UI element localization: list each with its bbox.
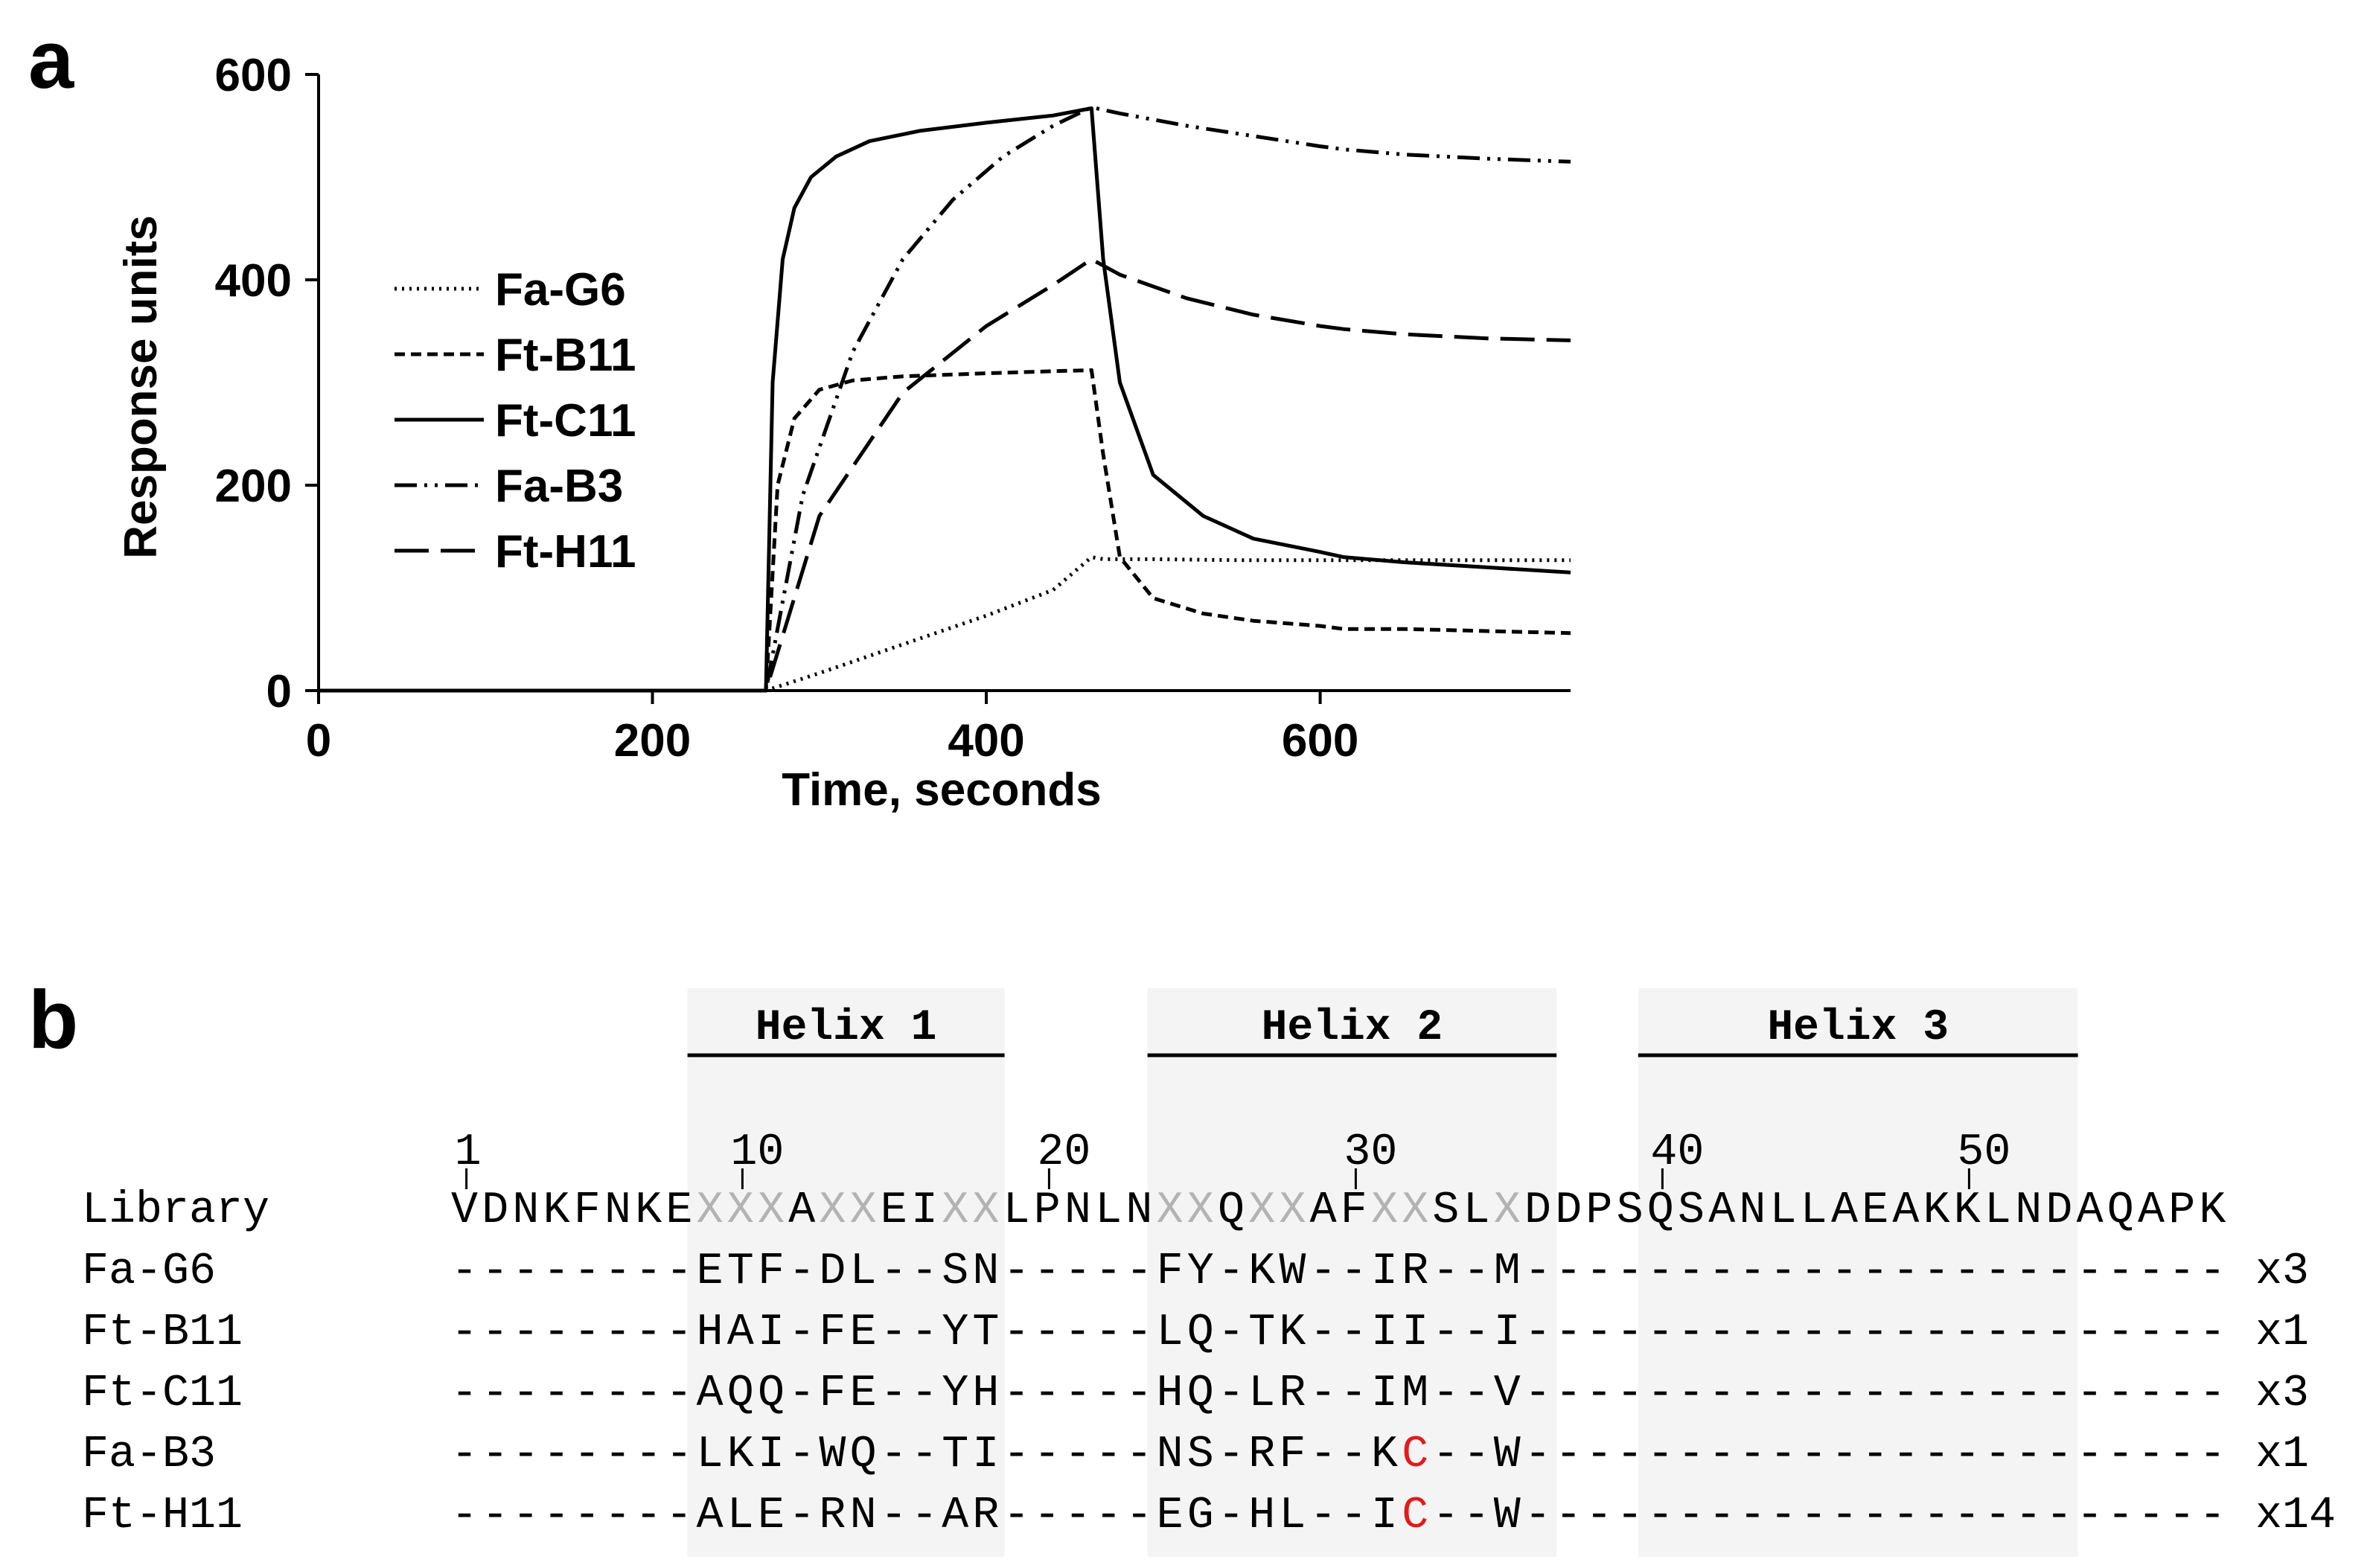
helix-label-2: Helix 2 [1262,1004,1443,1052]
row-sequence: --------ETF-DL--SN-----FY-KW--IR--M-----… [451,1247,2226,1297]
series-line-fa-b3 [319,105,1571,693]
y-tick-label: 200 [215,461,292,512]
row-sequence: --------AQQ-FE--YH-----HQ-LR--IM--V-----… [451,1369,2226,1419]
position-label: 20 [1037,1127,1090,1178]
row-count: x3 [2255,1247,2309,1297]
row-count: x1 [2255,1308,2309,1358]
y-tick-label: 0 [266,666,292,717]
series-line-ft-c11 [319,106,1571,693]
panel-b-label: b [28,974,78,1066]
row-name: Library [82,1185,269,1236]
legend-label: Fa-B3 [495,461,623,512]
row-count: x14 [2255,1491,2336,1541]
helix-region-2 [1147,988,1557,1557]
legend-label: Fa-G6 [495,264,626,316]
row-name: Ft-H11 [82,1491,243,1541]
position-label: 1 [455,1127,482,1178]
y-tick-label: 600 [215,50,292,101]
y-axis-label: Response units [115,215,167,559]
series-line-ft-h11 [319,257,1571,693]
x-tick-label: 600 [1282,715,1358,767]
helix-label-1: Helix 1 [756,1004,937,1052]
chart-legend: Fa-G6 Ft-B11 Ft-C11 Fa-B3 Ft-H11 [395,264,636,577]
row-name: Fa-B3 [82,1430,216,1480]
row-count: x3 [2255,1369,2309,1419]
row-sequence: --------ALE-RN--AR-----EG-HL--IC--W-----… [451,1491,2226,1541]
x-tick-label: 400 [948,715,1024,767]
position-label: 10 [730,1127,784,1178]
row-sequence: --------LKI-WQ--TI-----NS-RF--KC--W-----… [451,1430,2226,1480]
y-tick-label: 400 [215,255,292,307]
row-sequence: --------HAI-FE--YT-----LQ-TK--II--I-----… [451,1308,2226,1358]
row-name: Ft-B11 [82,1308,243,1358]
legend-label: Ft-B11 [495,330,636,381]
helix-region-3 [1638,988,2078,1557]
legend-label: Ft-C11 [495,395,636,447]
series-line-ft-b11 [319,368,1571,693]
position-label: 50 [1957,1127,2010,1178]
chart-series [319,105,1571,693]
alignment-rows: Library VDNKFNKEXXXAXXEIXXLPNLNXXQXXAFXXS… [82,1185,2336,1541]
chart-axes: 0 200 400 600 0 200 400 600 [215,50,1571,767]
row-name: Fa-G6 [82,1247,216,1297]
x-tick-label: 0 [306,715,331,767]
row-sequence: VDNKFNKEXXXAXXEIXXLPNLNXXQXXAFXXSLXDDPSQ… [451,1185,2226,1236]
helix-region-1 [687,988,1005,1557]
row-name: Ft-C11 [82,1369,243,1419]
x-tick-label: 200 [614,715,691,767]
x-axis-label: Time, seconds [782,764,1102,816]
position-label: 30 [1344,1127,1397,1178]
panel-a-label: a [28,14,74,106]
sequence-alignment: Helix 1 Helix 2 Helix 3 1 10 20 30 40 50 Librar… [82,988,2336,1557]
position-ruler: 1 10 20 30 40 50 [455,1127,2010,1189]
row-count: x1 [2255,1430,2309,1480]
position-label: 40 [1650,1127,1704,1178]
helix-label-3: Helix 3 [1767,1004,1949,1052]
legend-label: Ft-H11 [495,526,636,577]
helix-regions: Helix 1 Helix 2 Helix 3 [687,988,2078,1557]
